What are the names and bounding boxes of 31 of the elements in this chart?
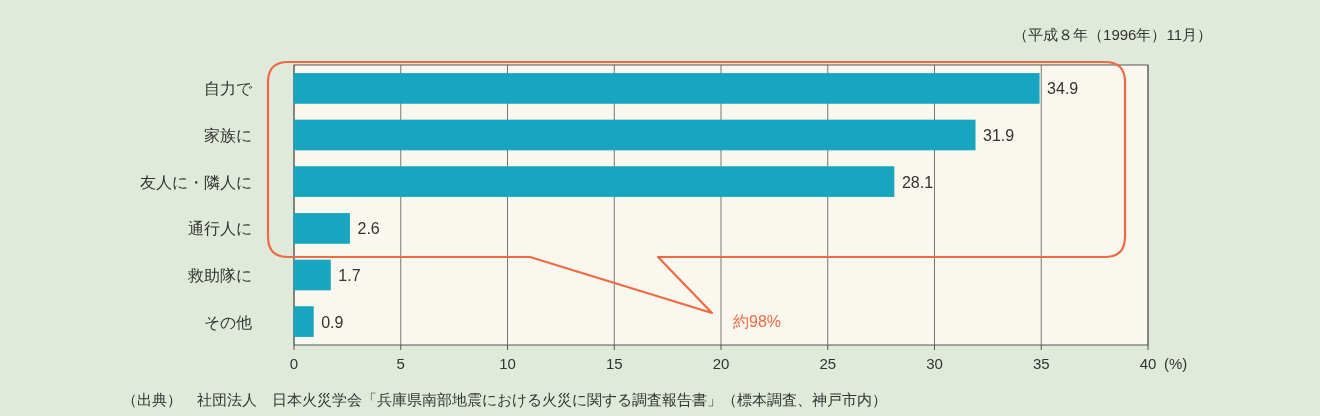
data-label: 2.6 — [357, 220, 380, 238]
y-tick-label: 友人に・隣人に — [140, 173, 252, 191]
y-tick-label: 通行人に — [188, 220, 252, 238]
x-axis-title: (%) — [1164, 355, 1188, 372]
bar — [293, 213, 350, 244]
y-tick-label: 自力で — [204, 80, 253, 98]
x-tick-label: 5 — [396, 355, 405, 372]
bar — [293, 306, 314, 337]
x-tick-label: 20 — [712, 355, 730, 372]
x-tick-label: 35 — [1032, 355, 1050, 372]
data-label: 28.1 — [901, 173, 934, 191]
data-label: 1.7 — [338, 267, 361, 284]
x-tick-label: 30 — [926, 355, 943, 372]
x-tick-label: 15 — [605, 355, 623, 372]
x-tick-label: 0 — [289, 355, 299, 372]
bar — [293, 73, 1040, 104]
text: （平成８年（1996年）11月） — [1013, 26, 1212, 43]
x-tick-label: 40 — [1139, 355, 1157, 372]
text: （出典） 社団法人 日本火災学会「兵庫県南部地震における火災に関する調査報告書」（標本調査、神戸市内） — [122, 391, 887, 408]
bar — [293, 119, 976, 151]
data-label: 0.9 — [321, 313, 344, 331]
data-label: 34.9 — [1047, 80, 1079, 98]
y-tick-label: 家族に — [204, 127, 252, 144]
y-tick-label: その他 — [204, 313, 252, 331]
bar — [293, 166, 895, 197]
annotation: 約98% — [733, 313, 782, 330]
y-tick-label: 救助隊に — [187, 267, 252, 284]
x-tick-label: 10 — [499, 355, 516, 372]
data-label: 31.9 — [983, 127, 1015, 144]
x-tick-label: 25 — [819, 355, 837, 372]
bar — [293, 259, 331, 291]
